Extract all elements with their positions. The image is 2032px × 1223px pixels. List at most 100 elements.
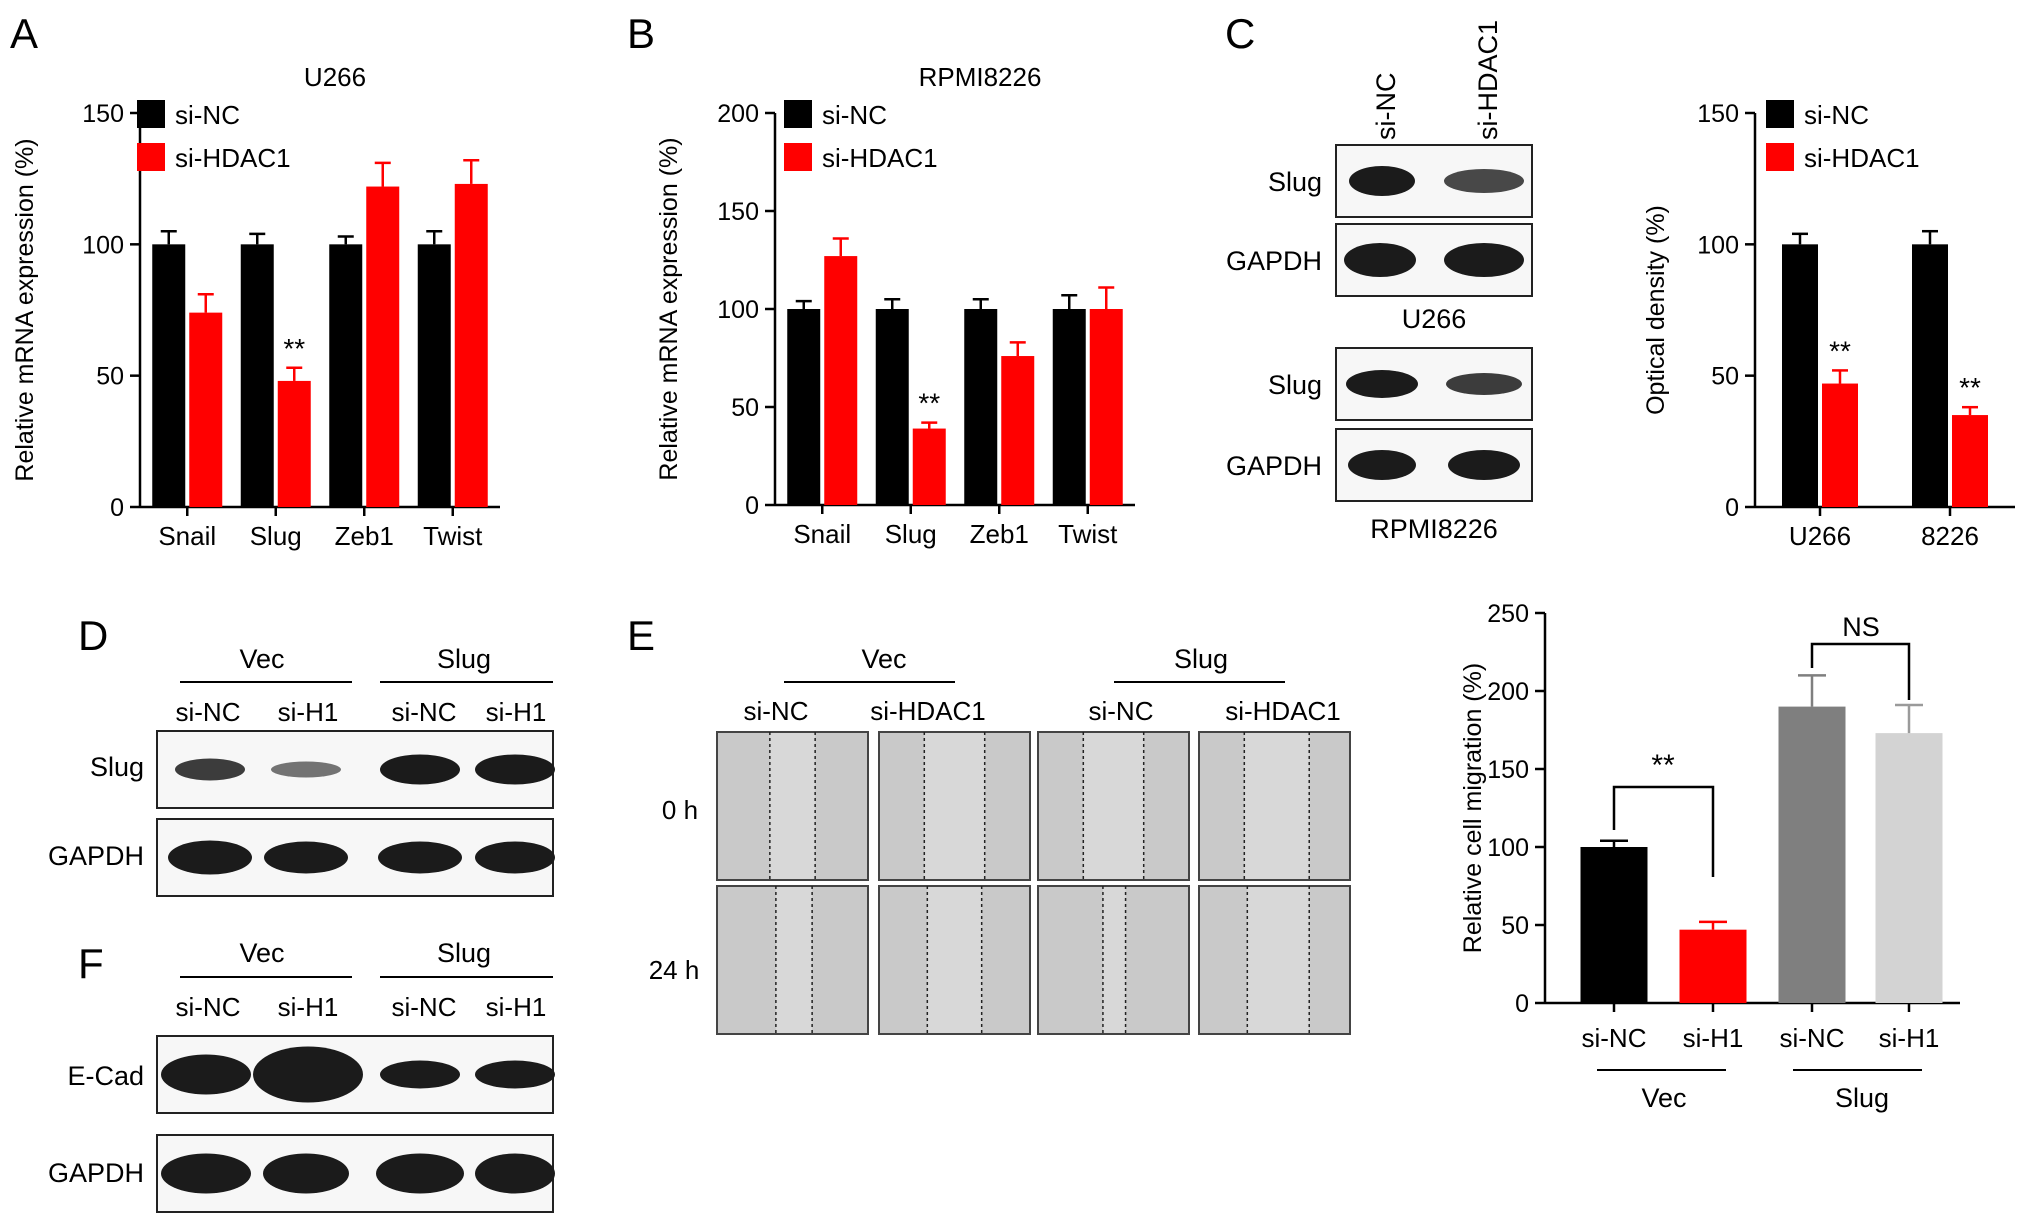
x-tick-label: Zeb1	[335, 521, 394, 551]
x-tick-label: U266	[1789, 521, 1851, 551]
scratch-gap	[1244, 733, 1310, 879]
cell-line-label: RPMI8226	[1370, 514, 1498, 544]
x-tick-label: Snail	[158, 521, 216, 551]
legend-label: si-NC	[1804, 100, 1869, 130]
bar	[787, 309, 821, 505]
group-label: Vec	[861, 644, 906, 674]
y-axis-label: Relative mRNA expression (%)	[655, 137, 683, 480]
bar	[1089, 309, 1123, 505]
lane-label: si-HDAC1	[870, 696, 986, 726]
bar	[1875, 733, 1943, 1003]
y-tick-label: 50	[1711, 363, 1739, 391]
x-tick-label: Slug	[250, 521, 302, 551]
x-group-label: Slug	[1835, 1083, 1889, 1113]
blot-label: GAPDH	[1226, 246, 1322, 276]
bar	[1052, 309, 1086, 505]
band	[264, 841, 348, 874]
x-tick-label: si-NC	[1582, 1023, 1647, 1053]
bar	[189, 312, 223, 507]
panel-letter-F: F	[78, 940, 104, 987]
y-tick-label: 100	[82, 231, 124, 259]
significance-label: **	[1651, 749, 1675, 782]
band	[475, 841, 555, 874]
legend-swatch	[137, 143, 165, 171]
y-tick-label: 200	[1487, 678, 1529, 706]
lane-label: si-H1	[278, 992, 339, 1022]
lane-label: si-HDAC1	[1225, 696, 1341, 726]
lane-label: si-NC	[392, 697, 457, 727]
blot-label: Slug	[1268, 370, 1322, 400]
y-tick-label: 0	[1515, 990, 1529, 1018]
y-tick-label: 50	[1501, 912, 1529, 940]
group-label: Slug	[1174, 644, 1228, 674]
y-tick-label: 0	[1725, 494, 1739, 522]
band	[175, 758, 245, 781]
bar	[329, 244, 363, 508]
band	[378, 841, 462, 874]
y-tick-label: 200	[717, 100, 759, 128]
group-label: Vec	[239, 938, 284, 968]
scratch-gap	[927, 887, 982, 1033]
lane-label: si-NC	[392, 992, 457, 1022]
y-tick-label: 250	[1487, 600, 1529, 628]
scratch-gap	[924, 733, 985, 879]
significance-label: **	[1959, 372, 1981, 403]
y-tick-label: 0	[745, 492, 759, 520]
x-tick-label: Twist	[1058, 519, 1118, 549]
lane-label: si-NC	[1089, 696, 1154, 726]
blot-label: Slug	[1268, 167, 1322, 197]
y-tick-label: 150	[717, 198, 759, 226]
group-label: Slug	[437, 644, 491, 674]
bar	[912, 428, 946, 505]
band	[380, 1060, 460, 1089]
band	[168, 840, 252, 875]
y-tick-label: 100	[1487, 834, 1529, 862]
legend-swatch	[784, 143, 812, 171]
band	[1444, 243, 1524, 277]
bar	[1782, 244, 1818, 508]
bar	[277, 380, 311, 507]
bar	[964, 309, 998, 505]
y-tick-label: 150	[1487, 756, 1529, 784]
bar	[417, 244, 451, 508]
blot-label: GAPDH	[1226, 451, 1322, 481]
x-tick-label: si-H1	[1683, 1023, 1744, 1053]
chart-title: RPMI8226	[919, 62, 1042, 92]
lane-label: si-NC	[176, 992, 241, 1022]
band	[1446, 373, 1522, 395]
legend-label: si-HDAC1	[175, 143, 291, 173]
x-tick-label: Zeb1	[970, 519, 1029, 549]
legend-label: si-NC	[822, 100, 887, 130]
bar	[1679, 929, 1747, 1003]
scratch-gap	[1247, 887, 1310, 1033]
x-tick-label: si-H1	[1879, 1023, 1940, 1053]
bar	[1778, 706, 1846, 1003]
y-axis-label: Optical density (%)	[1642, 205, 1670, 415]
chart-title: U266	[304, 62, 366, 92]
y-tick-label: 0	[110, 494, 124, 522]
panel-letter-D: D	[78, 612, 108, 659]
lane-label: si-NC	[744, 696, 809, 726]
group-label: Slug	[437, 938, 491, 968]
legend-label: si-NC	[175, 100, 240, 130]
significance-label: **	[283, 333, 305, 364]
panel-letter-B: B	[627, 10, 655, 57]
scratch-gap	[1102, 887, 1126, 1033]
blot-label: Slug	[90, 752, 144, 782]
lane-label: si-H1	[486, 992, 547, 1022]
band	[1448, 450, 1520, 480]
bar	[240, 244, 274, 508]
blot-label: GAPDH	[48, 841, 144, 871]
y-tick-label: 50	[96, 363, 124, 391]
band	[263, 1153, 349, 1194]
band	[1348, 450, 1416, 480]
bar	[824, 256, 858, 505]
scratch-gap	[769, 733, 816, 879]
bar	[152, 244, 186, 508]
y-tick-label: 150	[1697, 100, 1739, 128]
bar	[454, 183, 488, 508]
band	[271, 761, 341, 778]
legend-label: si-HDAC1	[1804, 143, 1920, 173]
band	[161, 1153, 251, 1194]
